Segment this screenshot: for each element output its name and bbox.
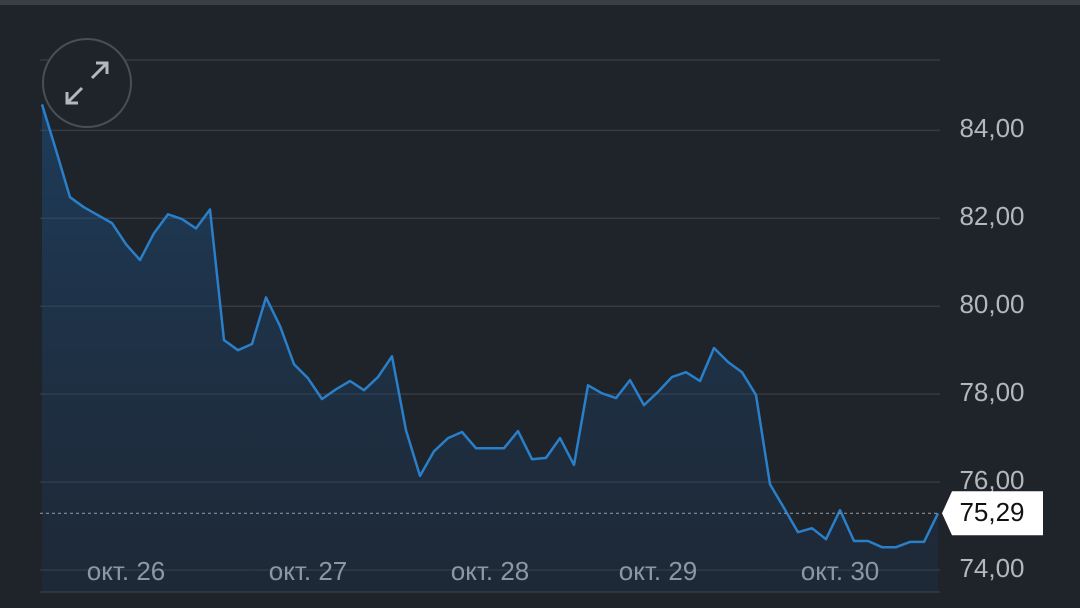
expand-circle[interactable]: [42, 38, 132, 128]
y-tick-label: 74,00: [959, 553, 1024, 583]
last-price-box: [942, 491, 1043, 536]
y-tick-label: 84,00: [959, 113, 1024, 143]
last-price-label: 75,29: [959, 497, 1024, 527]
top-bar: [0, 0, 1080, 5]
y-tick-label: 82,00: [959, 201, 1024, 231]
expand-button[interactable]: [42, 38, 132, 128]
expand-icon: [65, 61, 109, 105]
area: [42, 104, 938, 593]
line: [40, 104, 940, 549]
y-tick-label: 80,00: [959, 289, 1024, 319]
y-tick-label: 76,00: [959, 465, 1024, 495]
y-tick-label: 78,00: [959, 377, 1024, 407]
